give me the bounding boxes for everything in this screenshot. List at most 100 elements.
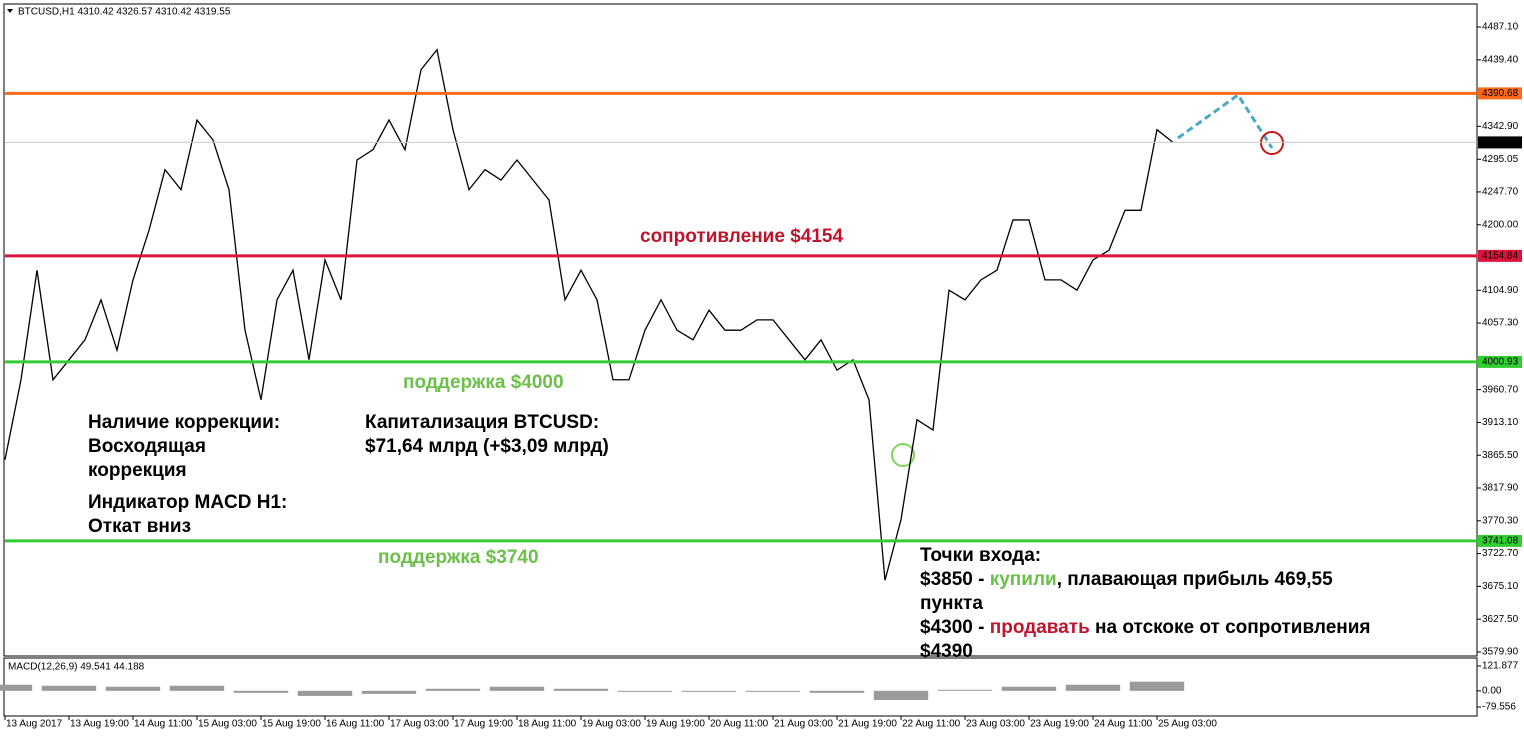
- y-tick-label: 3579.90: [1482, 647, 1519, 658]
- y-tick-label: 4295.05: [1482, 154, 1519, 165]
- y-tick-label: 3770.30: [1482, 515, 1519, 526]
- x-tick-label: 24 Aug 11:00: [1094, 719, 1153, 730]
- y-tick-label: 0.00: [1482, 685, 1502, 696]
- x-tick-label: 16 Aug 11:00: [326, 719, 385, 730]
- level-label: 4000.93: [1482, 357, 1519, 368]
- y-tick-label: 3865.50: [1482, 450, 1519, 461]
- x-tick-label: 19 Aug 03:00: [582, 719, 641, 730]
- y-tick-label: 3675.10: [1482, 581, 1519, 592]
- annotation-part: $71,64 млрд (+$3,09 млрд): [365, 436, 609, 457]
- x-tick-label: 13 Aug 19:00: [70, 719, 129, 730]
- macd-bar: [553, 688, 609, 691]
- y-tick-label: 3913.10: [1482, 417, 1519, 428]
- annotation-part: пункта: [920, 593, 983, 614]
- macd-bar: [233, 690, 289, 693]
- target-circle: [1260, 131, 1284, 155]
- annotation: Откат вниз: [88, 516, 191, 537]
- plot-frame: [3, 3, 1478, 657]
- macd-bar: [745, 690, 801, 692]
- annotation: Точки входа:: [920, 545, 1041, 566]
- y-tick-label: 121.877: [1482, 661, 1519, 672]
- macd-bar: [873, 690, 929, 700]
- macd-bar: [1129, 681, 1185, 691]
- annotation-part: поддержка $4000: [403, 372, 564, 393]
- y-tick-label: 4342.90: [1482, 121, 1519, 132]
- y-tick-label: 4247.70: [1482, 187, 1519, 198]
- y-tick-label: 3627.50: [1482, 614, 1519, 625]
- macd-bar: [297, 690, 353, 696]
- x-tick-label: 20 Aug 11:00: [710, 719, 769, 730]
- macd-bar: [41, 685, 97, 691]
- annotation: коррекция: [88, 460, 187, 481]
- x-tick-label: 17 Aug 19:00: [454, 719, 513, 730]
- annotation-part: Восходящая: [88, 436, 206, 457]
- level-label-bg: [1478, 87, 1522, 100]
- annotation-part: на отскоке от сопротивления: [1090, 617, 1371, 638]
- y-tick-label: 4200.00: [1482, 219, 1519, 230]
- annotation-part: , плавающая прибыль 469,55: [1057, 569, 1333, 590]
- level-label-bg: [1478, 249, 1522, 262]
- y-tick-label: 4057.30: [1482, 318, 1519, 329]
- annotation: $71,64 млрд (+$3,09 млрд): [365, 436, 609, 457]
- macd-bar: [617, 690, 673, 692]
- level-label: 3741.08: [1482, 536, 1519, 547]
- y-tick-label: 4487.10: [1482, 22, 1519, 33]
- y-tick-label: 3817.90: [1482, 483, 1519, 494]
- macd-bar: [489, 686, 545, 691]
- menu-arrow: [7, 9, 13, 13]
- macd-bar: [425, 688, 481, 691]
- annotation: поддержка $4000: [403, 372, 564, 393]
- level-label: 4390.68: [1482, 88, 1519, 99]
- annotation-part: купили: [990, 569, 1057, 590]
- annotation: Капитализация BTCUSD:: [365, 412, 599, 433]
- macd-title: MACD(12,26,9) 49.541 44.188: [8, 662, 145, 673]
- last-price-label: 4319.55: [1482, 137, 1519, 148]
- x-tick-label: 22 Aug 11:00: [902, 719, 961, 730]
- annotation-part: $3850 -: [920, 569, 990, 590]
- macd-frame: [3, 657, 1478, 717]
- x-tick-label: 25 Aug 03:00: [1158, 719, 1217, 730]
- x-tick-label: 14 Aug 11:00: [134, 719, 193, 730]
- annotation-part: $4300 -: [920, 617, 990, 638]
- annotation: сопротивление $4154: [640, 226, 843, 247]
- macd-bar: [681, 690, 737, 692]
- macd-bar: [1065, 684, 1121, 691]
- x-tick-label: 17 Aug 03:00: [390, 719, 449, 730]
- macd-bar: [0, 684, 33, 691]
- annotation: $3850 - купили, плавающая прибыль 469,55: [920, 569, 1333, 590]
- price-line: [4, 48, 1174, 581]
- header: BTCUSD,H1 4310.42 4326.57 4310.42 4319.5…: [18, 7, 231, 18]
- annotation-part: Наличие коррекции:: [88, 412, 280, 433]
- annotation: Наличие коррекции:: [88, 412, 280, 433]
- x-tick-label: 15 Aug 03:00: [198, 719, 257, 730]
- annotation-part: Точки входа:: [920, 545, 1041, 566]
- x-tick-label: 23 Aug 19:00: [1030, 719, 1089, 730]
- annotation: пункта: [920, 593, 983, 614]
- annotation-part: Откат вниз: [88, 516, 191, 537]
- x-tick-label: 23 Aug 03:00: [966, 719, 1025, 730]
- y-tick-label: 4439.40: [1482, 54, 1519, 65]
- annotation-part: коррекция: [88, 460, 187, 481]
- annotation-part: поддержка $3740: [378, 547, 539, 568]
- last-price-bg: [1478, 136, 1522, 149]
- y-tick-label: 4104.90: [1482, 285, 1519, 296]
- macd-bar: [1001, 686, 1057, 691]
- x-tick-label: 13 Aug 2017: [6, 719, 63, 730]
- annotation-part: сопротивление $4154: [640, 226, 843, 247]
- macd-bar: [105, 686, 161, 691]
- x-tick-label: 21 Aug 19:00: [838, 719, 897, 730]
- annotation: Восходящая: [88, 436, 206, 457]
- macd-bar: [937, 689, 993, 691]
- annotation: $4300 - продавать на отскоке от сопротив…: [920, 617, 1371, 638]
- macd-bar: [169, 685, 225, 691]
- annotation-part: Индикатор MACD H1:: [88, 492, 287, 513]
- level-label-bg: [1478, 534, 1522, 547]
- y-tick-label: 3960.70: [1482, 384, 1519, 395]
- annotation: Индикатор MACD H1:: [88, 492, 287, 513]
- annotation: $4390: [920, 641, 973, 662]
- level-label-bg: [1478, 355, 1522, 368]
- y-tick-label: -79.556: [1482, 702, 1516, 713]
- projection: [1177, 92, 1274, 149]
